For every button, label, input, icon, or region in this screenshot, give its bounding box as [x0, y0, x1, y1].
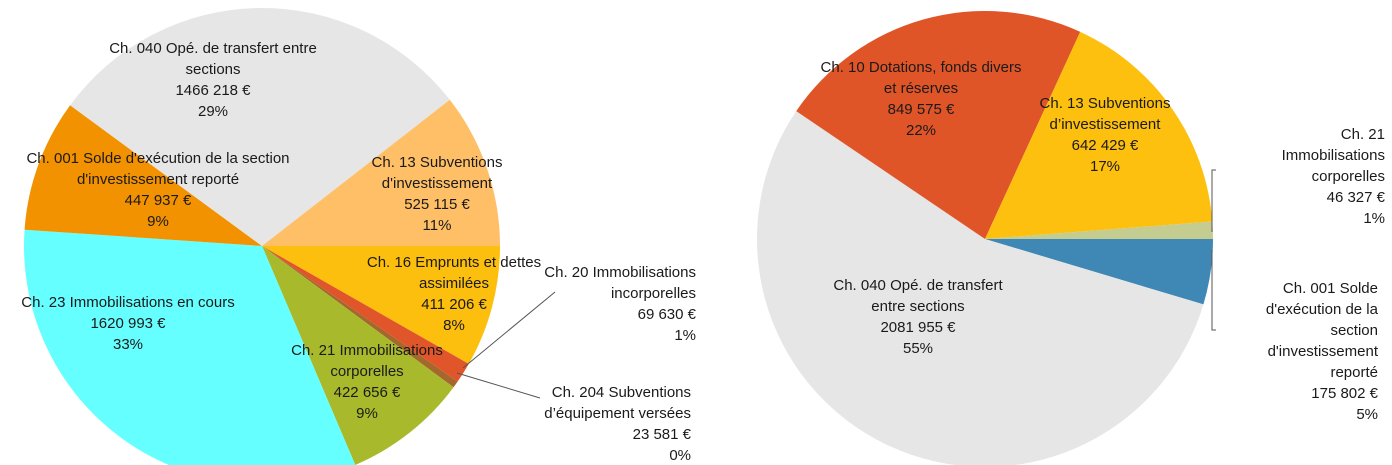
category-label: Ch. 204 Subventions d’équipement versées: [544, 384, 691, 422]
value-label: 1620 993 €: [90, 315, 166, 332]
category-label: Ch. 001 Solde d'exécution de la section …: [26, 150, 290, 188]
value-label: 23 581 €: [632, 426, 691, 443]
slice-label: Ch. 040 Opé. de transfert entre sections…: [828, 275, 1008, 359]
slice-label: Ch. 001 Solde d'exécution de la section …: [18, 148, 298, 232]
category-label: Ch. 040 Opé. de transfert entre sections: [109, 40, 317, 78]
pie-slice: [262, 99, 500, 247]
pies: [24, 8, 1213, 465]
slice-label: Ch. 10 Dotations, fonds divers et réserv…: [816, 57, 1026, 141]
leader-line: [462, 291, 556, 369]
percent-label: 9%: [147, 213, 169, 230]
pie-slice: [24, 105, 262, 246]
percent-label: 17%: [1089, 158, 1121, 175]
pie-slice: [796, 10, 1081, 239]
value-label: 849 575 €: [887, 101, 955, 118]
category-label: Ch. 040 Opé. de transfert entre sections: [833, 277, 1003, 315]
value-label: 46 327 €: [1326, 189, 1385, 206]
slice-label: Ch. 23 Immobilisations en cours 1620 993 …: [13, 292, 243, 355]
pie-slice: [70, 8, 450, 246]
slice-label: Ch. 001 Solde d'exécution de la section …: [1228, 278, 1378, 425]
pie-slice: [262, 246, 469, 382]
leaders: [456, 169, 1216, 399]
percent-label: 8%: [443, 317, 465, 334]
slice-label: Ch. 040 Opé. de transfert entre sections…: [88, 38, 338, 122]
value-label: 525 115 €: [404, 196, 470, 213]
slice-label: Ch. 204 Subventions d’équipement versées…: [481, 382, 691, 465]
percent-label: 11%: [422, 217, 452, 234]
pie-slice: [757, 111, 1204, 465]
value-label: 1466 218 €: [175, 82, 251, 99]
pie-slice: [985, 31, 1213, 239]
slice-label: Ch. 13 Subventions d'investissement 525 1…: [347, 152, 527, 236]
value-label: 175 802 €: [1311, 385, 1378, 402]
slice-label: Ch. 20 Immobilisations incorporelles 69 6…: [536, 262, 696, 346]
percent-label: 29%: [197, 103, 229, 120]
percent-label: 5%: [1356, 406, 1378, 423]
category-label: Ch. 13 Subventions d’investissement: [1039, 95, 1171, 133]
leader-line: [1211, 169, 1216, 232]
category-label: Ch. 23 Immobilisations en cours: [21, 294, 235, 311]
value-label: 69 630 €: [637, 306, 696, 323]
percent-label: 22%: [905, 122, 937, 139]
value-label: 642 429 €: [1071, 137, 1139, 154]
percent-label: 1%: [674, 327, 696, 344]
leader-line: [1211, 250, 1216, 331]
slice-label: Ch. 21 Immobilisations corporelles 46 327…: [1235, 124, 1385, 229]
pie-slice: [985, 221, 1213, 239]
percent-label: 55%: [902, 340, 934, 357]
pie-slice: [262, 246, 500, 364]
category-label: Ch. 001 Solde d'exécution de la section …: [1265, 280, 1378, 381]
slice-label: Ch. 21 Immobilisations corporelles 422 65…: [287, 340, 447, 424]
leader-line: [456, 372, 541, 399]
pie-slice: [262, 246, 458, 388]
category-label: Ch. 20 Immobilisations incorporelles: [544, 264, 696, 302]
value-label: 422 656 €: [333, 384, 401, 401]
slice-label: Ch. 13 Subventions d’investissement 642 4…: [1025, 93, 1185, 177]
category-label: Ch. 16 Emprunts et dettes assimilées: [366, 254, 542, 292]
value-label: 447 937 €: [124, 192, 192, 209]
category-label: Ch. 21 Immobilisations corporelles: [1281, 126, 1385, 185]
category-label: Ch. 13 Subventions d'investissement: [371, 154, 503, 192]
percent-label: 0%: [669, 447, 691, 464]
value-label: 2081 955 €: [880, 319, 956, 336]
category-label: Ch. 21 Immobilisations corporelles: [291, 342, 443, 380]
percent-label: 1%: [1363, 210, 1385, 227]
slice-label: Ch. 16 Emprunts et dettes assimilées 411 …: [359, 252, 549, 336]
pie-slice: [24, 229, 356, 465]
pie-slice: [985, 239, 1213, 305]
category-label: Ch. 10 Dotations, fonds divers et réserv…: [820, 59, 1022, 97]
value-label: 411 206 €: [421, 296, 487, 313]
pie-slice: [262, 246, 454, 465]
percent-label: 33%: [112, 336, 144, 353]
percent-label: 9%: [356, 405, 378, 422]
